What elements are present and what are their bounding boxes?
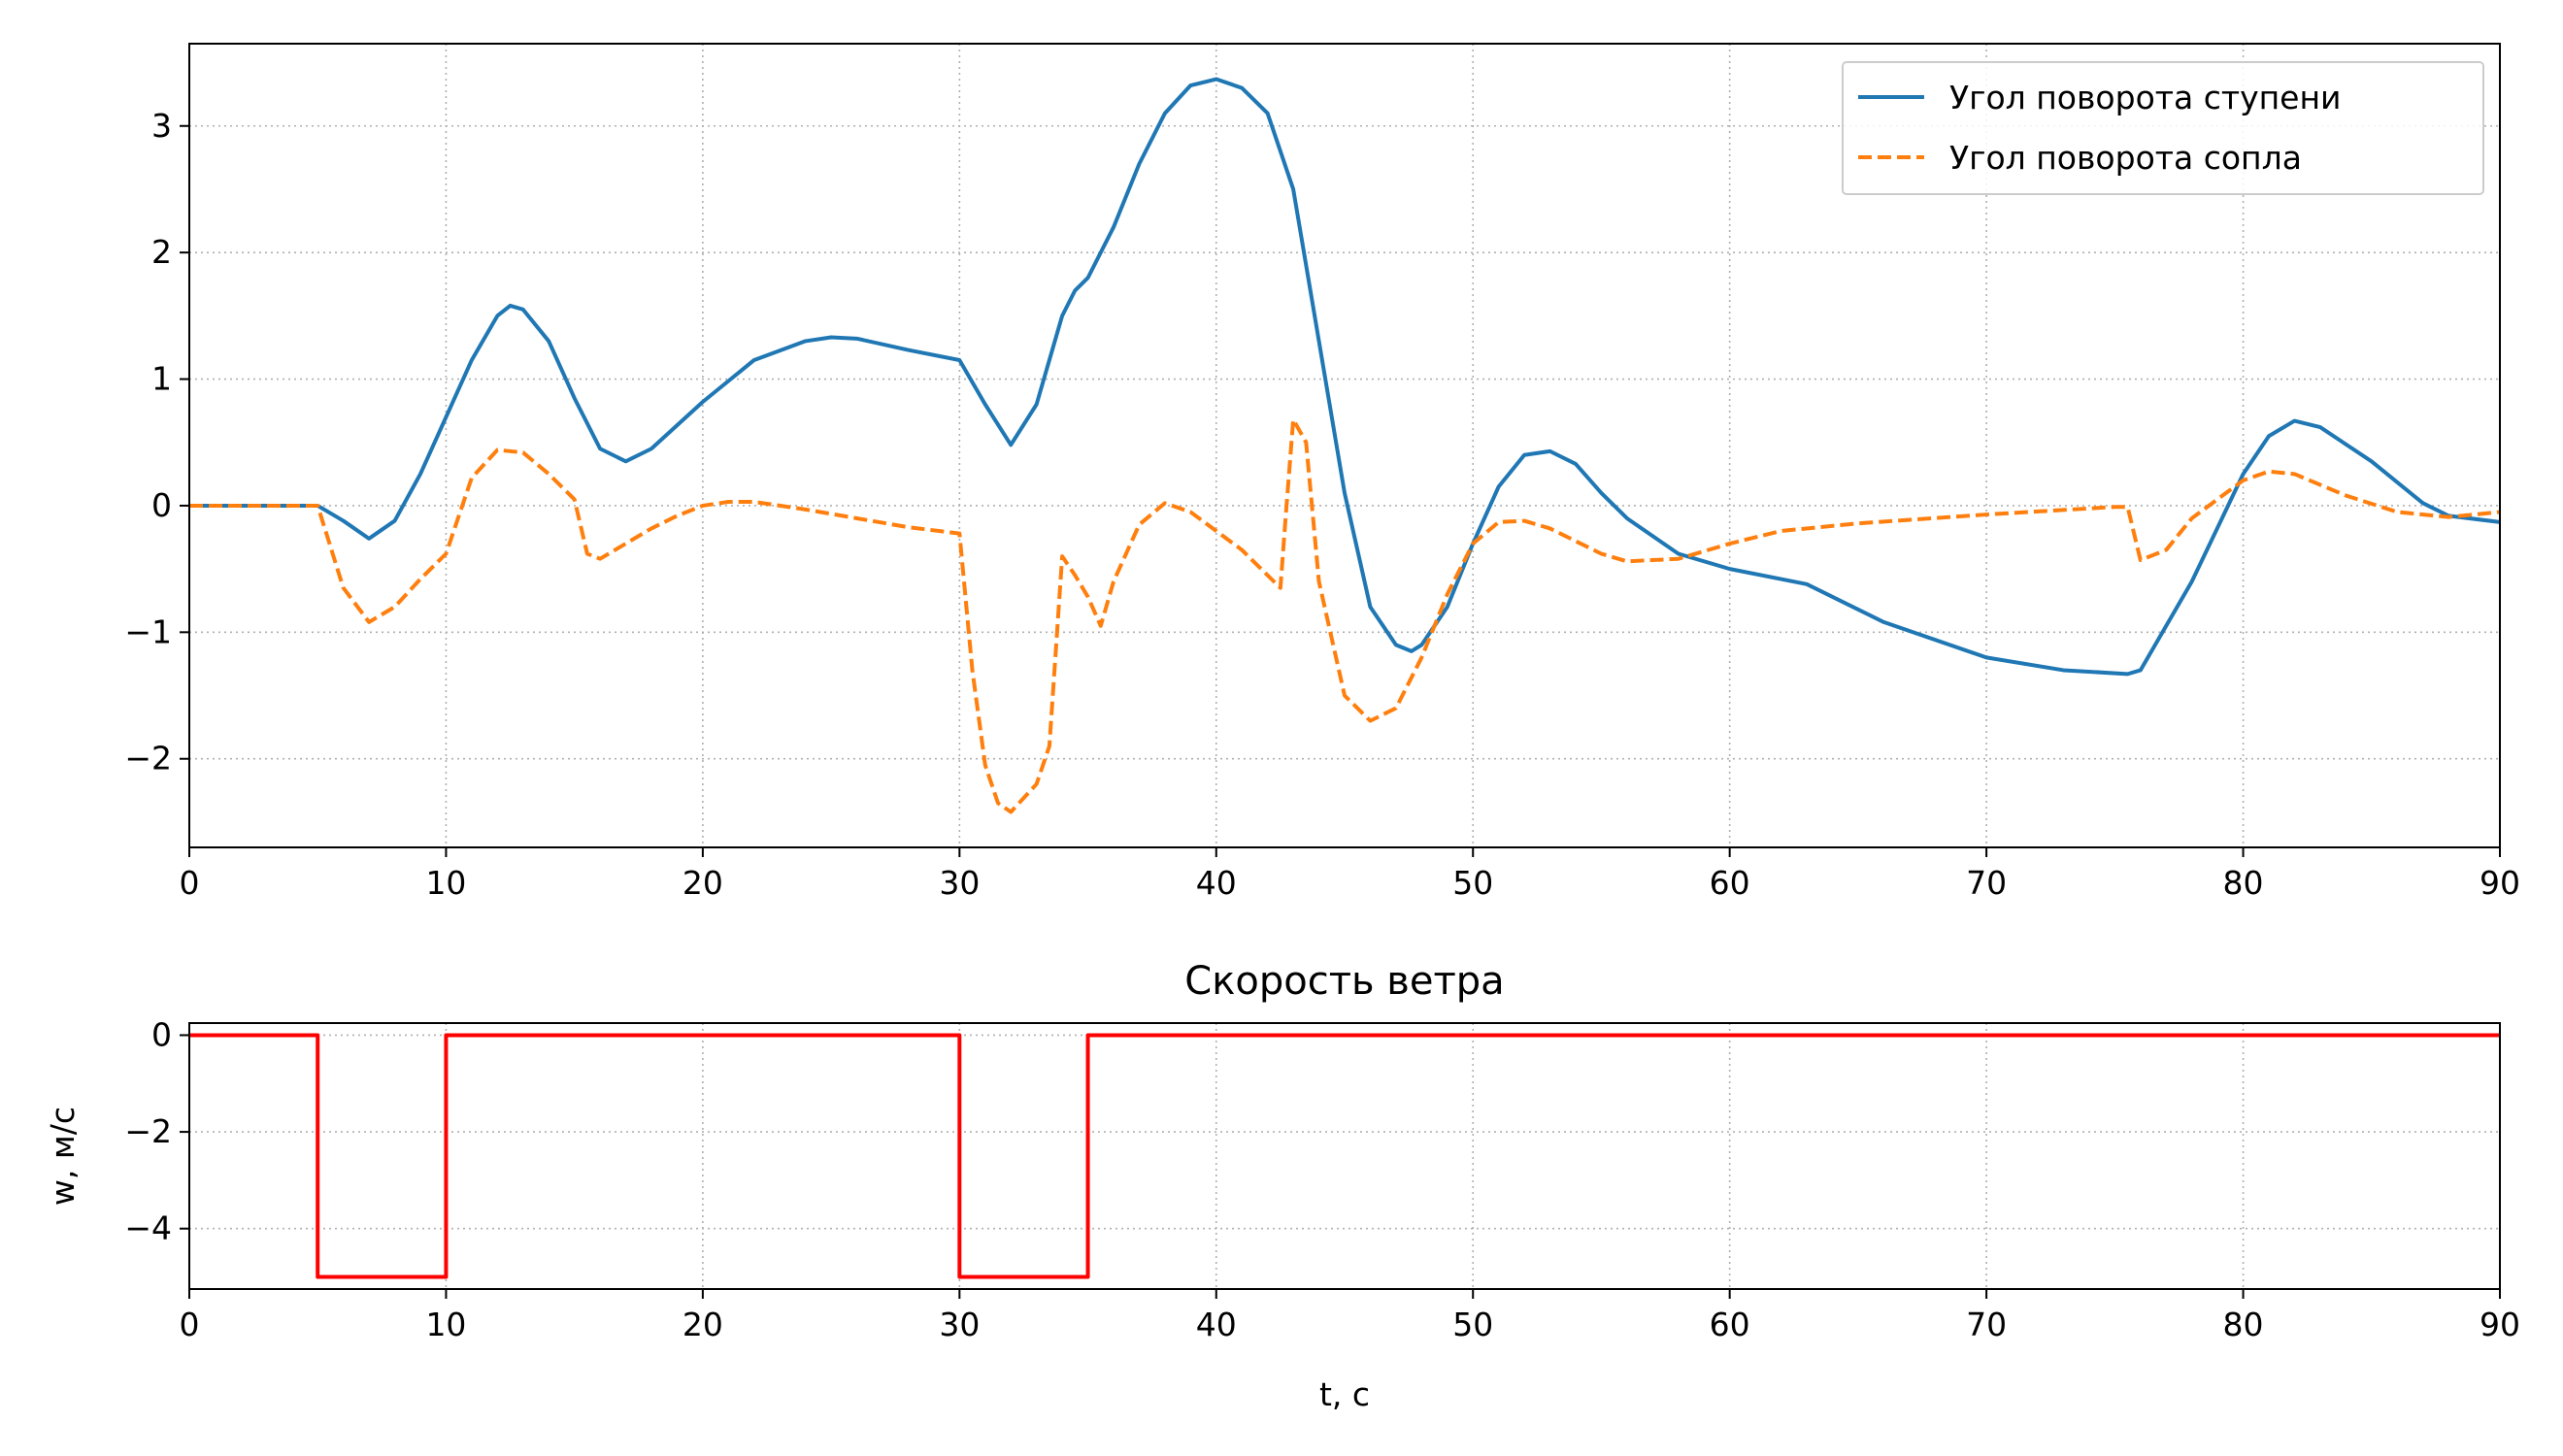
y-tick-label: −2 [124,740,172,778]
x-tick-label: 90 [2480,1306,2520,1343]
wind-speed-plot-x-axis-label: t, с [1319,1375,1370,1413]
angle-plot-y-ticks: 3 2 1 0 −1 −2 [124,107,189,778]
x-tick-label: 30 [939,1306,980,1343]
x-tick-label: 10 [425,1306,466,1343]
angle-plot-x-ticks: 0 10 20 30 40 50 60 70 80 90 [180,847,2520,902]
legend-label: Угол поворота ступени [1949,79,2342,116]
y-tick-label: 2 [151,233,172,271]
wind-speed-plot-frame [188,1022,2501,1290]
wind-speed-plot: 0 10 20 30 40 50 60 70 80 90 0 −2 −4 Скорость ветра… [44,959,2520,1413]
x-tick-label: 60 [1710,1306,1750,1343]
wind-speed-plot-title: Скорость ветра [1184,959,1504,1004]
series-line-0-0 [189,77,2501,677]
y-tick-label: −4 [124,1209,172,1247]
wind-speed-plot-series [189,1033,2500,1279]
y-tick-label: 0 [151,486,172,524]
x-tick-label: 0 [180,864,200,902]
wind-speed-plot-y-ticks: 0 −2 −4 [124,1015,189,1247]
angle-plot-series [189,77,2501,814]
series-line-1-0 [189,1033,2500,1279]
x-tick-label: 70 [1966,864,2007,902]
legend-box [1842,61,2484,195]
legend: Угол поворота ступени Угол поворота сопла [1842,61,2484,195]
y-tick-label: −1 [124,612,172,650]
y-tick-label: 3 [151,107,172,145]
angle-plot-frame [188,43,2501,848]
x-tick-label: 50 [1452,1306,1493,1343]
legend-label: Угол поворота сопла [1949,139,2302,177]
x-tick-label: 50 [1452,864,1493,902]
wind-speed-plot-x-ticks: 0 10 20 30 40 50 60 70 80 90 [180,1289,2520,1343]
y-tick-label: 0 [151,1015,172,1053]
y-tick-label: −2 [124,1112,172,1150]
x-tick-label: 0 [180,1306,200,1343]
wind-speed-plot-y-axis-label: w, м/с [44,1107,82,1206]
x-tick-label: 70 [1966,1306,2007,1343]
x-tick-label: 40 [1196,1306,1237,1343]
x-tick-label: 20 [682,1306,723,1343]
x-tick-label: 30 [939,864,980,902]
x-tick-label: 90 [2480,864,2520,902]
x-tick-label: 80 [2223,1306,2264,1343]
y-tick-label: 1 [151,360,172,398]
x-tick-label: 10 [425,864,466,902]
wind-speed-plot-area [189,1023,2500,1289]
x-tick-label: 40 [1196,864,1237,902]
series-line-0-1 [189,417,2501,814]
x-tick-label: 80 [2223,864,2264,902]
angle-plot-grid-y [189,124,2500,760]
x-tick-label: 60 [1710,864,1750,902]
x-tick-label: 20 [682,864,723,902]
